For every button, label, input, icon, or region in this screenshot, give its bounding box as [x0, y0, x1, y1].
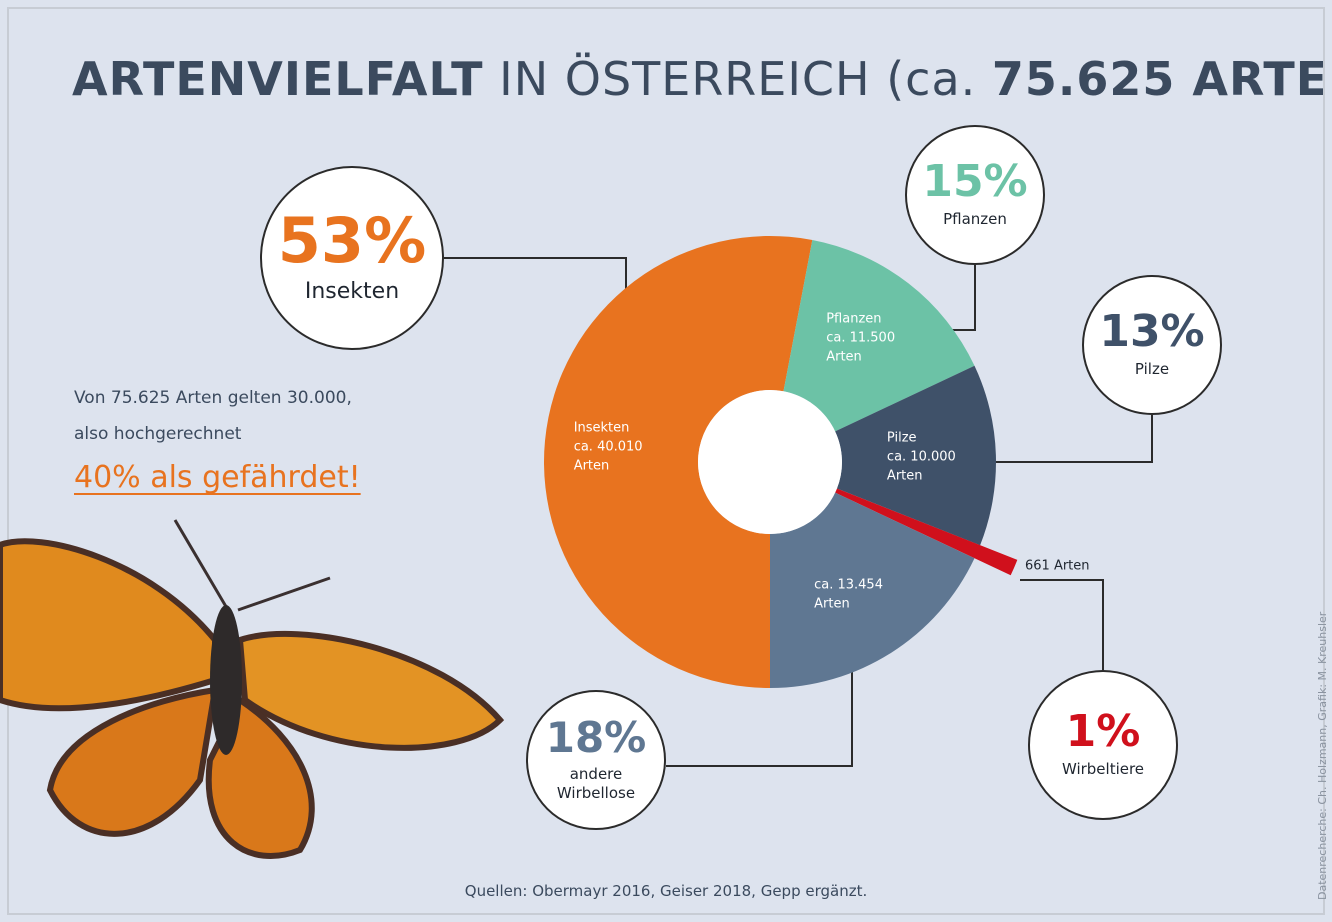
slice-label: 661 Arten — [1025, 559, 1090, 574]
callout-value: 13% — [1099, 306, 1205, 358]
pie-slice — [835, 488, 1018, 576]
slice-label: Arten — [574, 459, 610, 474]
callout: 1% Wirbeltiere — [1028, 670, 1178, 820]
callout-value: 18% — [545, 712, 647, 762]
callout-value: 53% — [277, 203, 427, 277]
pie-slice — [835, 365, 996, 546]
title-part: IN ÖSTERREICH (ca. — [499, 52, 977, 106]
threat-note: Von 75.625 Arten gelten 30.000, also hoc… — [74, 380, 361, 496]
callout-label: Pflanzen — [943, 210, 1007, 229]
note-highlight: 40% als gefährdet! — [74, 460, 361, 495]
slice-label: Pilze — [887, 431, 917, 446]
callout: 13% Pilze — [1082, 275, 1222, 415]
slice-label: Pflanzen — [826, 311, 881, 326]
title-part: ARTENVIELFALT — [72, 52, 484, 106]
antenna — [237, 576, 331, 612]
slice-label: Arten — [826, 349, 862, 364]
callout: 18% andere Wirbellose — [526, 690, 666, 830]
callout: 53% Insekten — [260, 166, 444, 350]
callout-value: 15% — [922, 156, 1028, 208]
leader-line — [1020, 579, 1104, 670]
note-line: also hochgerechnet — [74, 424, 242, 444]
callout-value: 1% — [1065, 706, 1141, 758]
slice-label: ca. 13.454 — [814, 578, 883, 593]
credit: Datenrecherche: Ch. Holzmann, Grafik: M.… — [1316, 611, 1329, 900]
wing — [46, 686, 219, 837]
callout-label: Pilze — [1134, 360, 1170, 379]
body — [210, 605, 242, 755]
callout-label: Wirbeltiere — [1061, 760, 1145, 779]
butterfly — [0, 519, 505, 859]
leader-line — [940, 415, 1153, 463]
slice-label: ca. 11.500 — [826, 330, 895, 345]
source: Quellen: Obermayr 2016, Geiser 2018, Gep… — [464, 882, 868, 900]
note-line: Von 75.625 Arten gelten 30.000, — [74, 388, 352, 408]
pie-hole — [698, 390, 842, 534]
pie-slice — [783, 240, 975, 432]
chart-title: ARTENVIELFALT IN ÖSTERREICH (ca. 75.625 … — [72, 52, 1332, 106]
callout: 15% Pflanzen — [905, 125, 1045, 265]
frame — [7, 7, 1325, 915]
slice-label: Arten — [887, 469, 923, 484]
antenna — [173, 519, 230, 611]
pie-slice — [770, 492, 975, 688]
pie-slice — [544, 236, 813, 689]
callout-label: Insekten — [304, 278, 400, 304]
slice-label: Insekten — [574, 421, 630, 436]
slice-label: Arten — [814, 597, 850, 612]
wing — [236, 630, 505, 751]
wing — [0, 538, 218, 712]
slice-label: ca. 40.010 — [574, 440, 643, 455]
pie — [544, 236, 1018, 689]
slice-label: ca. 10.000 — [887, 450, 956, 465]
callout-label: andere Wirbellose — [556, 764, 636, 803]
title-part: 75.625 ARTEN — [991, 52, 1332, 106]
